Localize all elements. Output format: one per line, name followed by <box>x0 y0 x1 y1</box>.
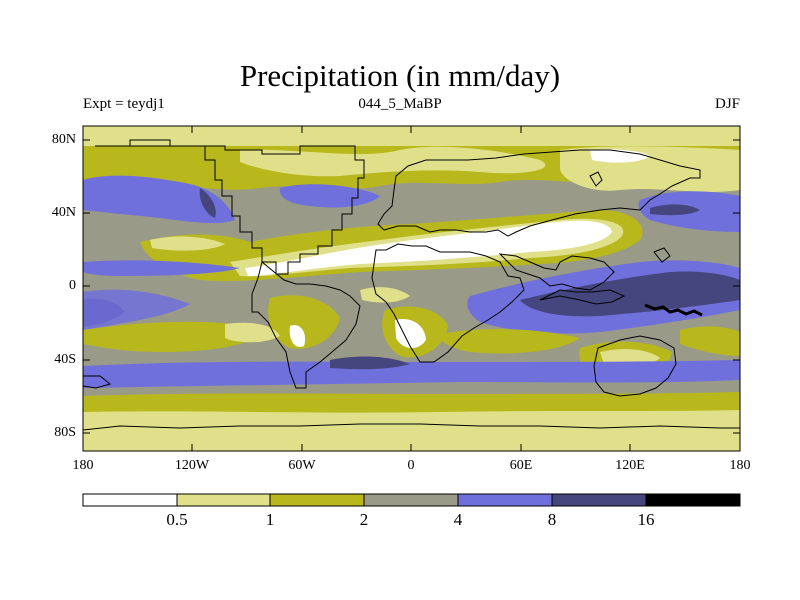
period-label: 044_5_MaBP <box>358 96 442 112</box>
lon-label-180e: 180 <box>729 458 751 473</box>
lon-label-0: 0 <box>407 458 415 473</box>
colorbar-swatch-3 <box>364 494 458 506</box>
coastlines <box>83 139 740 431</box>
axis-ticks <box>82 126 741 451</box>
lon-label-60w: 60W <box>288 458 316 473</box>
lon-label-120w: 120W <box>174 458 210 473</box>
colorbar-swatch-6 <box>646 494 740 506</box>
lat-label-0: 0 <box>69 278 76 293</box>
colorbar-swatch-0 <box>83 494 177 506</box>
precip-contours <box>83 126 740 451</box>
colorbar-swatch-1 <box>177 494 270 506</box>
colorbar-label-8: 8 <box>547 510 557 529</box>
lon-label-120e: 120E <box>615 458 645 473</box>
lat-label-80s: 80S <box>54 425 76 440</box>
colorbar-swatch-5 <box>552 494 646 506</box>
lat-label-40s: 40S <box>54 352 76 367</box>
colorbar-label-0-5: 0.5 <box>166 510 188 529</box>
season-label: DJF <box>714 96 740 112</box>
lon-label-180w: 180 <box>72 458 94 473</box>
lon-label-60e: 60E <box>509 458 533 473</box>
lat-label-80n: 80N <box>51 132 76 147</box>
colorbar-label-4: 4 <box>453 510 463 529</box>
colorbar-label-16: 16 <box>637 510 655 529</box>
colorbar-label-2: 2 <box>359 510 369 529</box>
colorbar <box>82 493 741 507</box>
lat-label-40n: 40N <box>51 205 76 220</box>
colorbar-swatch-4 <box>458 494 552 506</box>
colorbar-label-1: 1 <box>265 510 275 529</box>
experiment-label: Expt = teydj1 <box>83 96 165 112</box>
colorbar-swatch-2 <box>270 494 364 506</box>
map-title: Precipitation (in mm/day) <box>239 58 561 93</box>
